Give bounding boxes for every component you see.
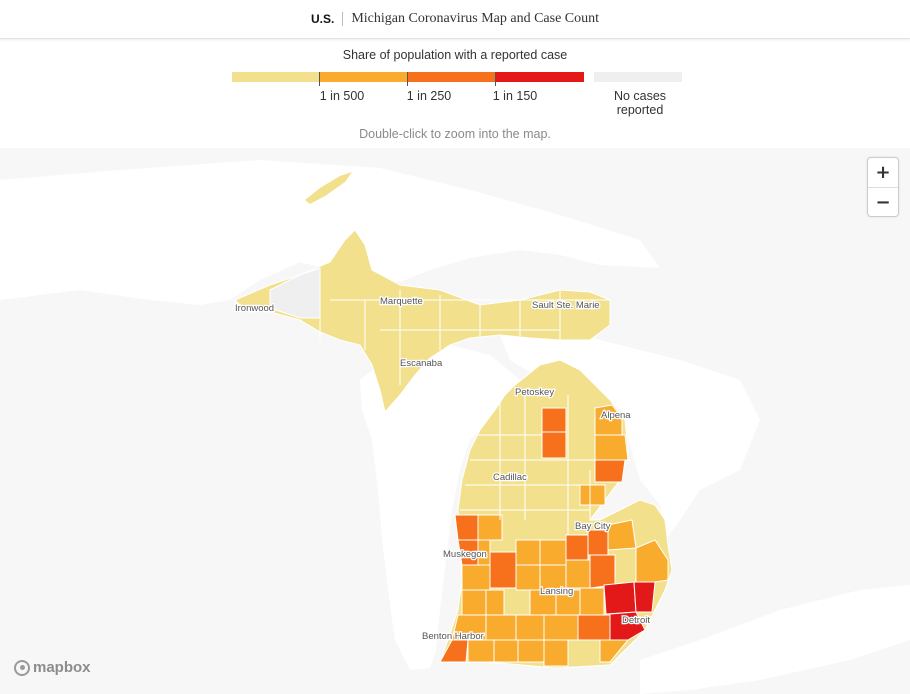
lake-michigan [360,345,520,670]
zoom-out-button[interactable]: − [868,188,898,217]
legend-swatch-highest [496,72,584,82]
section-link[interactable]: U.S. [310,12,335,26]
legend-tick-label: 1 in 500 [319,89,365,103]
legend-no-data-label: No cases reported [613,89,667,117]
legend-tick-label: 1 in 150 [492,89,538,103]
legend-tick [319,72,320,86]
page-title: Michigan Coronavirus Map and Case Count [351,11,600,26]
lower-peninsula-borders [460,390,630,535]
up-county-borders [319,268,610,385]
plus-icon: + [875,162,891,183]
legend-swatch-low [232,72,320,82]
city-label: Bay City [575,521,611,532]
legend-swatch-no-data [594,72,682,82]
header-separator [342,12,344,26]
city-label: Benton Harbor [422,631,484,642]
isle-royale [305,172,352,204]
legend-tick-label: 1 in 250 [406,89,452,103]
city-label: Escanaba [400,358,443,369]
michigan-map[interactable]: Ironwood Marquette Sault Ste. Marie Esca… [0,148,910,694]
city-label: Muskegon [443,549,487,560]
zoom-divider [868,187,898,188]
lake-erie [640,585,910,694]
city-label: Marquette [380,296,423,307]
legend-tick [495,72,496,86]
legend-swatch-mid [320,72,408,82]
legend-tick [407,72,408,86]
minus-icon: − [875,192,891,213]
legend-swatch-high [408,72,496,82]
city-label: Lansing [540,586,573,597]
city-label: Sault Ste. Marie [532,300,600,311]
mapbox-icon [14,659,30,676]
top-bar: U.S. Michigan Coronavirus Map and Case C… [0,0,910,39]
city-label: Detroit [622,615,650,626]
legend-title: Share of population with a reported case [342,48,568,62]
legend: 1 in 500 1 in 250 1 in 150 No cases repo… [232,72,684,132]
zoom-in-button[interactable]: + [868,158,898,187]
city-label: Petoskey [515,387,554,398]
zoom-control: + − [867,157,899,217]
city-label: Alpena [601,410,631,421]
city-label: Cadillac [493,472,527,483]
lower-peninsula-counties [439,404,669,667]
mapbox-logo[interactable]: mapbox [14,659,91,676]
city-label: Ironwood [235,303,274,314]
lake-superior [0,160,660,305]
zoom-hint: Double-click to zoom into the map. [359,127,551,141]
mapbox-wordmark: mapbox [33,659,91,676]
